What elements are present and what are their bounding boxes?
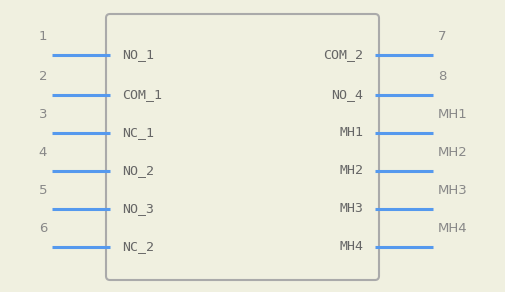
Text: 7: 7 [437, 30, 445, 43]
Text: MH2: MH2 [338, 164, 362, 178]
Text: MH3: MH3 [437, 184, 467, 197]
Text: 6: 6 [38, 222, 47, 235]
Text: NC_1: NC_1 [122, 126, 154, 140]
Text: NC_2: NC_2 [122, 241, 154, 253]
FancyBboxPatch shape [106, 14, 378, 280]
Text: NO_2: NO_2 [122, 164, 154, 178]
Text: MH3: MH3 [338, 202, 362, 215]
Text: MH1: MH1 [437, 108, 467, 121]
Text: 4: 4 [38, 146, 47, 159]
Text: NO_1: NO_1 [122, 48, 154, 62]
Text: MH4: MH4 [338, 241, 362, 253]
Text: MH1: MH1 [338, 126, 362, 140]
Text: COM_1: COM_1 [122, 88, 162, 102]
Text: NO_3: NO_3 [122, 202, 154, 215]
Text: COM_2: COM_2 [322, 48, 362, 62]
Text: 8: 8 [437, 70, 445, 83]
Text: 1: 1 [38, 30, 47, 43]
Text: NO_4: NO_4 [330, 88, 362, 102]
Text: MH4: MH4 [437, 222, 467, 235]
Text: MH2: MH2 [437, 146, 467, 159]
Text: 5: 5 [38, 184, 47, 197]
Text: 3: 3 [38, 108, 47, 121]
Text: 2: 2 [38, 70, 47, 83]
